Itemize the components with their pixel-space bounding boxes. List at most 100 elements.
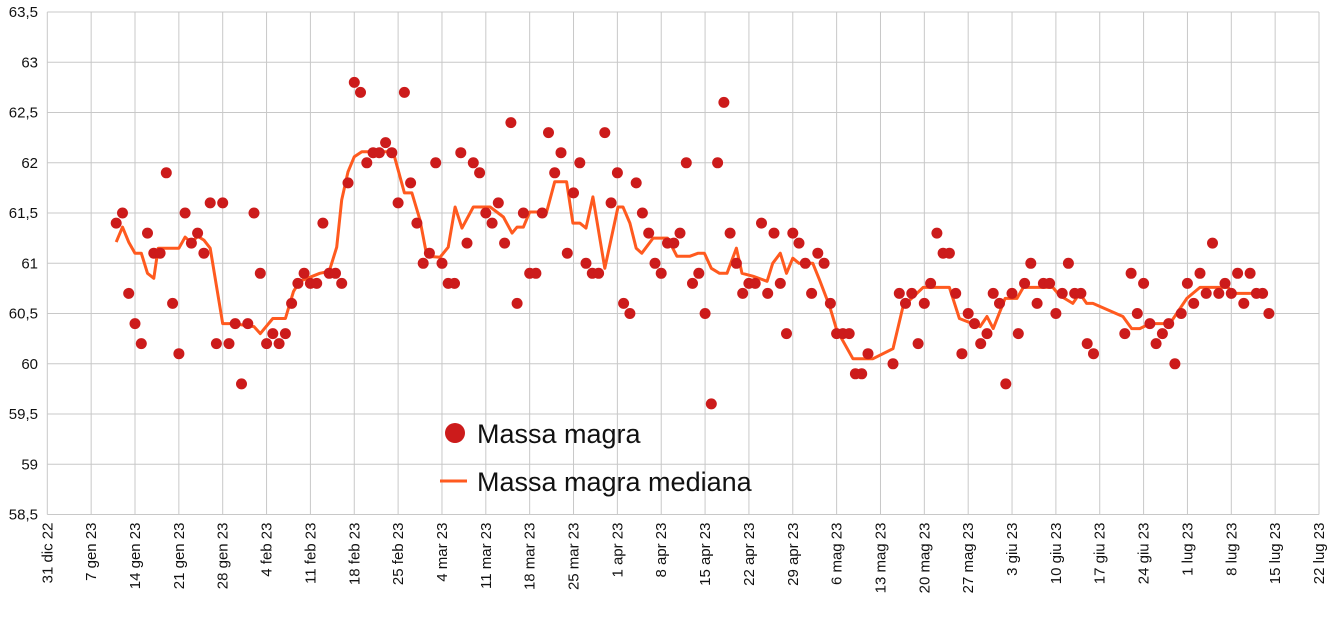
data-point [749, 277, 761, 289]
data-point [1150, 338, 1162, 350]
x-tick-label: 8 apr 23 [653, 523, 670, 578]
data-point [543, 127, 554, 139]
data-point [511, 297, 523, 309]
data-point [1050, 308, 1062, 319]
data-point [461, 237, 473, 249]
data-point [1257, 287, 1269, 299]
data-point [1119, 328, 1131, 340]
x-tick-label: 4 mar 23 [434, 523, 451, 582]
data-point [1200, 287, 1212, 299]
data-point [436, 257, 448, 269]
data-point [292, 277, 304, 289]
x-tick-label: 20 mag 23 [916, 523, 933, 594]
data-point [373, 147, 385, 159]
data-point [1131, 308, 1143, 319]
y-tick-label: 62 [21, 155, 38, 172]
data-point [1219, 277, 1231, 289]
data-point [568, 187, 579, 199]
data-point [649, 257, 661, 269]
data-point [618, 297, 630, 309]
data-point [530, 267, 542, 279]
x-tick-label: 8 lug 23 [1223, 523, 1240, 576]
data-point [561, 247, 573, 259]
data-point [1207, 237, 1218, 249]
y-tick-label: 63 [21, 54, 38, 71]
data-point [574, 157, 586, 169]
data-point [135, 338, 147, 350]
data-point [273, 338, 285, 350]
data-point [718, 96, 730, 108]
data-point [142, 227, 153, 239]
data-point [624, 308, 636, 319]
data-point [1075, 287, 1087, 299]
data-point [812, 247, 824, 259]
data-point [430, 157, 442, 169]
data-point [342, 177, 354, 189]
x-tick-label: 11 feb 23 [302, 523, 319, 584]
data-point [185, 237, 197, 249]
data-point [687, 277, 698, 289]
y-axis-ticks: 58,5 59 59,5 60 60,5 61 61,5 62 62,5 63 63,5 [9, 4, 38, 524]
data-point [217, 197, 229, 209]
data-point [286, 297, 298, 309]
data-point [417, 257, 429, 269]
x-tick-label: 27 mag 23 [960, 523, 977, 594]
data-point [693, 267, 705, 279]
data-point [423, 247, 435, 259]
y-tick-label: 63,5 [9, 4, 38, 21]
data-point [242, 318, 254, 330]
data-point [705, 398, 717, 410]
data-point [806, 287, 818, 299]
data-point [361, 157, 373, 169]
data-point [336, 277, 348, 289]
data-point [254, 267, 266, 279]
data-point [987, 287, 999, 299]
grid [46, 11, 1320, 515]
data-point [887, 358, 899, 370]
data-point [1138, 277, 1150, 289]
x-tick-label: 24 giu 23 [1136, 523, 1153, 585]
data-point [1000, 378, 1012, 390]
data-point [261, 338, 273, 350]
data-point [317, 217, 329, 229]
data-point [1188, 297, 1200, 309]
data-point [730, 257, 742, 269]
x-tick-label: 1 lug 23 [1179, 523, 1196, 576]
data-point [210, 338, 222, 350]
data-point [824, 297, 836, 309]
data-point [1232, 267, 1244, 279]
data-point [1031, 297, 1043, 309]
data-point [279, 328, 291, 340]
data-point [1181, 277, 1193, 289]
x-tick-label: 22 apr 23 [741, 523, 758, 586]
data-point [1062, 257, 1074, 269]
data-point [405, 177, 417, 189]
data-point [1263, 308, 1275, 319]
data-point [355, 86, 366, 98]
data-point [1156, 328, 1168, 340]
y-tick-label: 59,5 [9, 406, 38, 423]
data-point [956, 348, 968, 360]
data-point [505, 117, 517, 129]
legend: Massa magra Massa magra mediana [440, 419, 753, 497]
legend-label-massa-magra-mediana: Massa magra mediana [477, 467, 753, 497]
data-point [449, 277, 460, 289]
data-point [298, 267, 310, 279]
data-point [925, 277, 937, 289]
data-point [593, 267, 605, 279]
data-point [787, 227, 799, 239]
data-point [918, 297, 930, 309]
data-point [1175, 308, 1187, 319]
data-point [975, 338, 987, 350]
data-point [129, 318, 141, 330]
data-point [906, 287, 918, 299]
data-point [912, 338, 924, 350]
data-point [981, 328, 993, 340]
data-point [856, 368, 868, 380]
x-axis-ticks: 31 dic 22 7 gen 23 14 gen 23 21 gen 23 28 ge… [39, 523, 1328, 594]
data-point [1044, 277, 1056, 289]
x-tick-label: 4 feb 23 [259, 523, 276, 577]
y-tick-label: 61 [21, 255, 38, 272]
x-tick-label: 18 feb 23 [346, 523, 363, 586]
